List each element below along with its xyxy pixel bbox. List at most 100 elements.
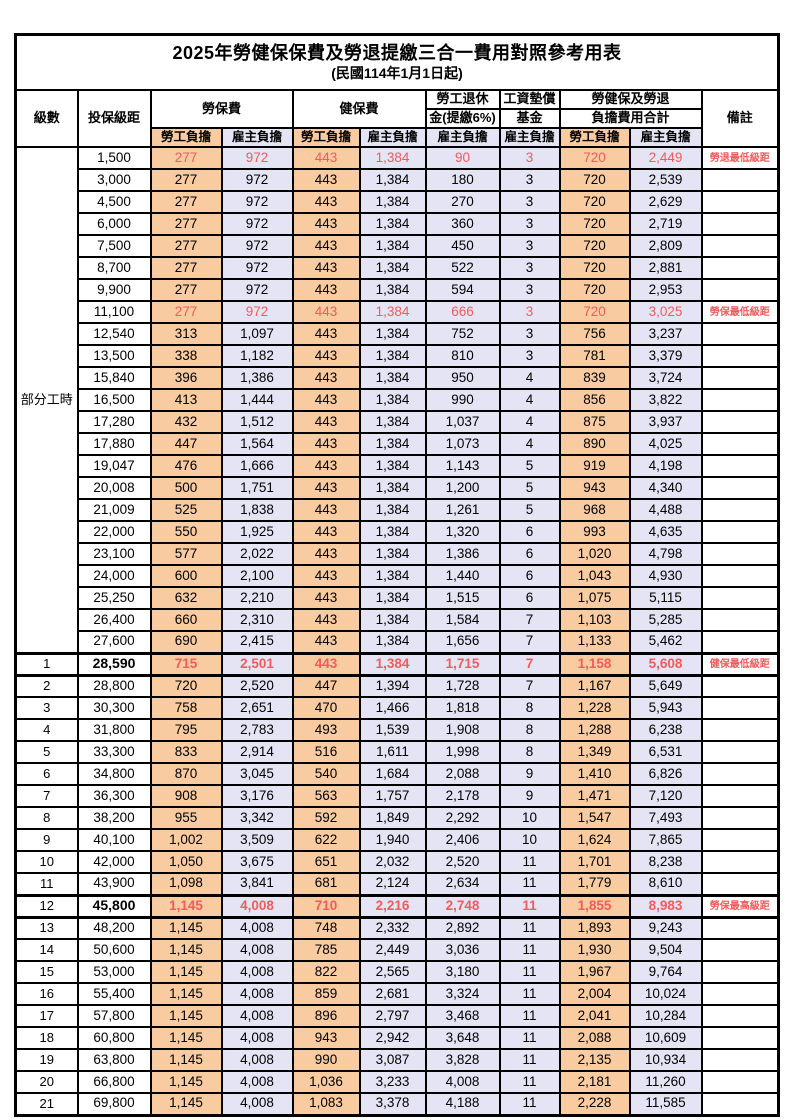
value-cell: 756 [558,322,631,346]
value-cell: 1,666 [220,454,294,478]
value-cell: 4,008 [220,982,294,1006]
remark-cell [700,278,780,302]
level-cell: 21 [14,1092,79,1116]
value-cell: 2,100 [220,564,294,588]
value-cell: 516 [291,740,361,764]
value-cell: 972 [220,300,294,324]
value-cell: 11 [498,1026,561,1050]
table-row: 7 36,300 908 3,176 563 1,757 2,178 9 1,471 7,120 [14,784,780,808]
value-cell: 748 [291,916,361,940]
value-cell: 752 [424,322,501,346]
value-cell: 443 [291,168,361,192]
table-row: 5 33,300 833 2,914 516 1,611 1,998 8 1,349 6,531 [14,740,780,764]
col-header-health-insurance: 健保費 [291,89,427,129]
value-cell: 1,182 [220,344,294,368]
header-row-3: 勞工負擔 雇主負擔 勞工負擔 雇主負擔 雇主負擔 雇主負擔 勞工負擔 雇主負擔 [16,127,779,148]
value-cell: 8 [498,740,561,764]
value-cell: 1,384 [358,542,427,566]
table-row: 8,700 277 972 443 1,384 522 3 720 2,881 [16,256,780,280]
value-cell: 955 [149,806,223,830]
remark-cell [700,872,780,896]
value-cell: 3 [498,146,561,170]
value-cell: 1,145 [149,1048,223,1072]
value-cell: 1,849 [358,806,427,830]
value-cell: 9 [498,784,561,808]
value-cell: 2,520 [220,674,294,698]
value-cell: 443 [291,344,361,368]
value-cell: 908 [149,784,223,808]
table-row: 15 53,000 1,145 4,008 822 2,565 3,180 11 1,967 9,… [14,960,780,984]
salary-bracket-cell: 4,500 [76,190,152,214]
value-cell: 7,865 [628,828,703,852]
salary-bracket-cell: 33,300 [76,740,152,764]
remark-cell [700,674,780,698]
value-cell: 443 [291,476,361,500]
salary-bracket-cell: 31,800 [76,718,152,742]
value-cell: 1,073 [424,432,501,456]
value-cell: 3,822 [628,388,703,412]
value-cell: 3,648 [424,1026,501,1050]
value-cell: 11,585 [628,1092,703,1116]
value-cell: 1,584 [424,608,501,632]
table-row: 20,008 500 1,751 443 1,384 1,200 5 943 4,340 [16,476,780,500]
remark-cell [700,1026,780,1050]
value-cell: 447 [149,432,223,456]
value-cell: 785 [291,938,361,962]
value-cell: 338 [149,344,223,368]
value-cell: 720 [558,146,631,170]
salary-bracket-cell: 20,008 [76,476,152,500]
table-row: 17 57,800 1,145 4,008 896 2,797 3,468 11 2,041 10… [14,1004,780,1028]
value-cell: 1,384 [358,366,427,390]
value-cell: 10,609 [628,1026,703,1050]
salary-bracket-cell: 60,800 [76,1026,152,1050]
value-cell: 443 [291,454,361,478]
value-cell: 443 [291,651,361,677]
salary-bracket-cell: 12,540 [76,322,152,346]
value-cell: 1,050 [149,850,223,874]
value-cell: 720 [558,212,631,236]
value-cell: 1,701 [558,850,631,874]
value-cell: 476 [149,454,223,478]
value-cell: 1,940 [358,828,427,852]
value-cell: 4,025 [628,432,703,456]
salary-bracket-cell: 69,800 [76,1092,152,1116]
salary-bracket-cell: 13,500 [76,344,152,368]
value-cell: 972 [220,190,294,214]
value-cell: 1,133 [558,630,631,654]
table-row: 23,100 577 2,022 443 1,384 1,386 6 1,020 4,798 [16,542,780,566]
value-cell: 522 [424,256,501,280]
value-cell: 1,908 [424,718,501,742]
value-cell: 443 [291,542,361,566]
value-cell: 972 [220,212,294,236]
value-cell: 1,036 [291,1070,361,1094]
value-cell: 577 [149,542,223,566]
table-row: 13 48,200 1,145 4,008 748 2,332 2,892 11 1,893 9,… [14,916,780,940]
col-header-total-line2: 負擔費用合計 [558,108,703,129]
salary-bracket-cell: 24,000 [76,564,152,588]
salary-bracket-cell: 17,880 [76,432,152,456]
value-cell: 666 [424,300,501,324]
table-row: 12,540 313 1,097 443 1,384 752 3 756 3,237 [16,322,780,346]
value-cell: 3,509 [220,828,294,852]
value-cell: 1,838 [220,498,294,522]
value-cell: 2,881 [628,256,703,280]
value-cell: 443 [291,410,361,434]
value-cell: 3 [498,322,561,346]
level-cell: 11 [14,872,79,896]
value-cell: 11 [498,938,561,962]
salary-bracket-cell: 66,800 [76,1070,152,1094]
salary-bracket-cell: 21,009 [76,498,152,522]
value-cell: 2,539 [628,168,703,192]
value-cell: 875 [558,410,631,434]
value-cell: 972 [220,256,294,280]
remark-cell: 健保最低級距 [700,651,780,677]
value-cell: 2,088 [558,1026,631,1050]
table-row: 9 40,100 1,002 3,509 622 1,940 2,406 10 1,624 7,8… [14,828,780,852]
value-cell: 1,728 [424,674,501,698]
title-row: 2025年勞健保保費及勞退提繳三合一費用對照參考用表 (民國114年1月1日起) [14,33,780,91]
value-cell: 2,310 [220,608,294,632]
value-cell: 2,953 [628,278,703,302]
value-cell: 4,008 [220,916,294,940]
header-row-2: 金(提繳6%) 基金 負擔費用合計 [16,108,779,129]
value-cell: 10,284 [628,1004,703,1028]
